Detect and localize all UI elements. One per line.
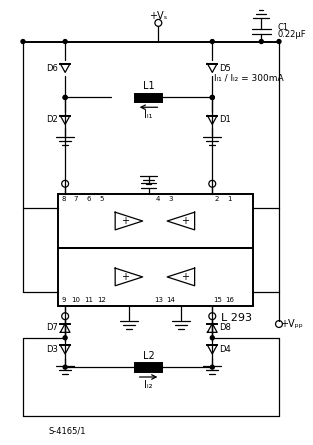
Text: 2: 2: [215, 196, 219, 202]
Circle shape: [259, 40, 263, 44]
Circle shape: [210, 336, 214, 340]
Circle shape: [21, 40, 25, 44]
Text: D1: D1: [219, 116, 231, 125]
Text: D2: D2: [47, 116, 58, 125]
Text: 1: 1: [228, 196, 232, 202]
Text: 14: 14: [167, 297, 176, 303]
Text: L2: L2: [143, 352, 154, 361]
Text: 3: 3: [169, 196, 173, 202]
Text: 4: 4: [156, 196, 161, 202]
Text: L 293: L 293: [221, 313, 252, 323]
Circle shape: [63, 40, 67, 44]
Bar: [135, 363, 162, 372]
Text: D6: D6: [46, 64, 58, 73]
Text: D8: D8: [219, 324, 231, 332]
Text: 13: 13: [154, 297, 163, 303]
Text: 7: 7: [74, 196, 78, 202]
Circle shape: [210, 365, 214, 369]
Circle shape: [63, 96, 67, 99]
Text: D5: D5: [219, 64, 231, 73]
Text: +: +: [121, 216, 129, 226]
Text: Iₗ₁ / Iₗ₂ = 300mA: Iₗ₁ / Iₗ₂ = 300mA: [214, 73, 283, 82]
Circle shape: [63, 365, 67, 369]
Bar: [58, 247, 254, 306]
Text: D3: D3: [46, 345, 58, 354]
Text: +: +: [121, 272, 129, 282]
Text: 6: 6: [86, 196, 91, 202]
Text: C1: C1: [277, 23, 288, 32]
Text: 0.22μF: 0.22μF: [277, 30, 306, 39]
Circle shape: [210, 96, 214, 99]
Bar: [58, 194, 254, 247]
Text: 5: 5: [99, 196, 104, 202]
Text: D4: D4: [219, 345, 231, 354]
Text: L1: L1: [143, 81, 154, 91]
Circle shape: [63, 96, 67, 99]
Circle shape: [277, 40, 281, 44]
Text: 11: 11: [84, 297, 93, 303]
Circle shape: [63, 336, 67, 340]
Text: 9: 9: [62, 297, 66, 303]
Text: Iₗ₁: Iₗ₁: [144, 110, 153, 120]
Text: 12: 12: [97, 297, 106, 303]
Text: 8: 8: [62, 196, 66, 202]
Circle shape: [210, 40, 214, 44]
Text: D7: D7: [46, 324, 58, 332]
Text: 16: 16: [225, 297, 234, 303]
Text: +: +: [181, 272, 189, 282]
Bar: [135, 93, 162, 102]
Text: +: +: [181, 216, 189, 226]
Text: +Vₛ: +Vₛ: [149, 11, 167, 21]
Text: 10: 10: [71, 297, 80, 303]
Text: 15: 15: [213, 297, 222, 303]
Text: +Vₚₚ: +Vₚₚ: [280, 319, 303, 329]
Text: S-4165/1: S-4165/1: [49, 426, 86, 436]
Text: Iₗ₂: Iₗ₂: [144, 380, 153, 390]
Circle shape: [210, 96, 214, 99]
